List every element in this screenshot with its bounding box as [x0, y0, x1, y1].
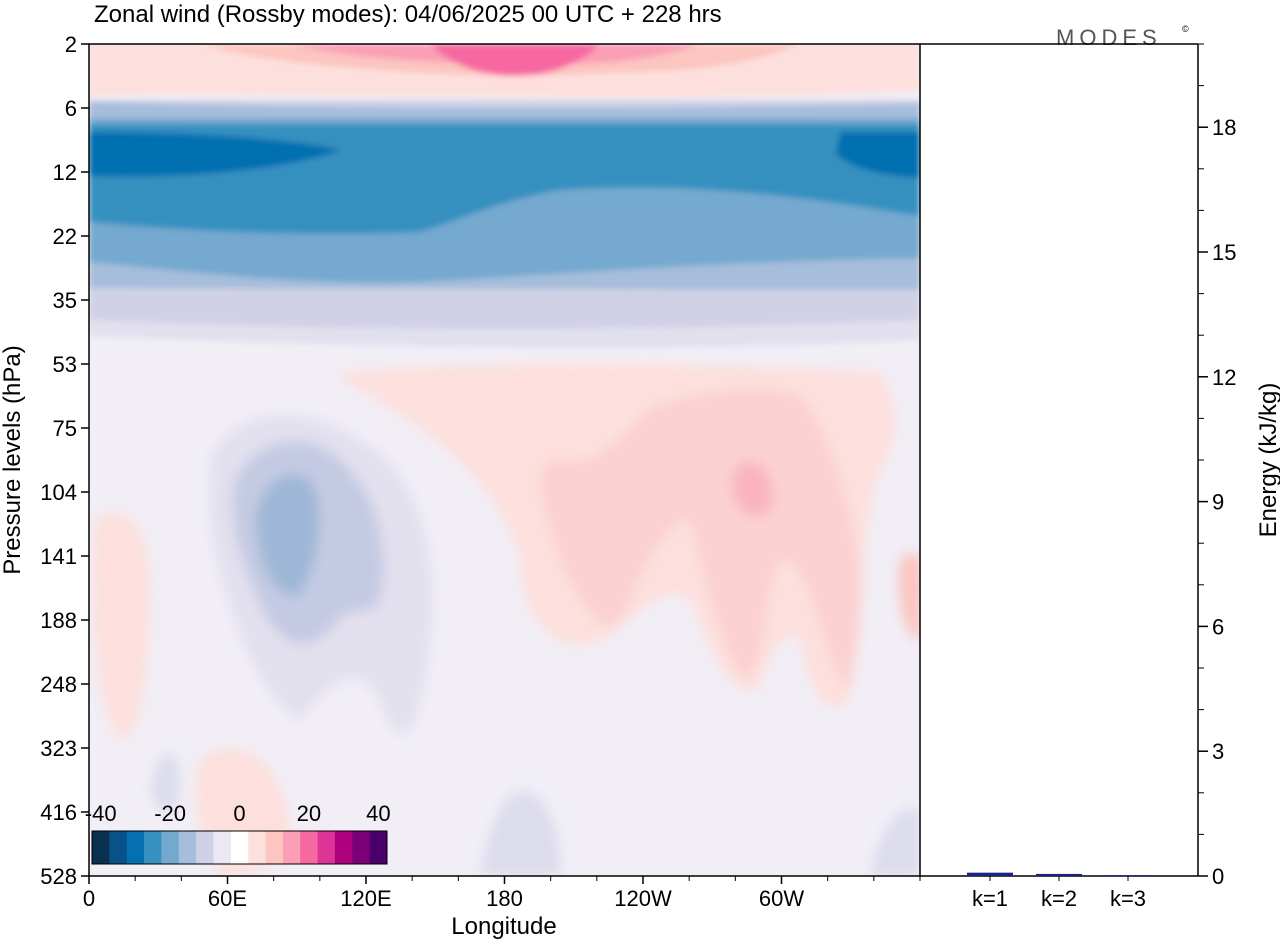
- y-tick-label: 75: [53, 416, 77, 441]
- energy-tick-label: 15: [1212, 240, 1236, 265]
- colorbar-swatch: [161, 831, 180, 864]
- x-tick-label: 60E: [208, 886, 247, 911]
- energy-tick-label: 0: [1212, 864, 1224, 889]
- y-tick-label: 104: [40, 480, 77, 505]
- energy-tick-label: 9: [1212, 490, 1224, 515]
- y-tick-label: 22: [53, 224, 77, 249]
- energy-bar: [1036, 873, 1082, 876]
- colorbar-swatch: [317, 831, 336, 864]
- colorbar-swatch: [334, 831, 353, 864]
- y-axis-label: Pressure levels (hPa): [0, 345, 26, 574]
- chart-title: Zonal wind (Rossby modes): 04/06/2025 00…: [94, 1, 722, 28]
- y-tick-label: 528: [40, 864, 77, 889]
- colorbar-tick-label: -20: [154, 801, 186, 826]
- y-tick-label: 35: [53, 288, 77, 313]
- colorbar-swatch: [196, 831, 214, 864]
- energy-tick-label: 12: [1212, 365, 1236, 390]
- y-tick-label: 416: [40, 800, 77, 825]
- brand-mark: ©: [1182, 24, 1189, 34]
- x-tick-label: 180: [486, 886, 523, 911]
- y-tick-label: 6: [65, 96, 77, 121]
- colorbar-swatch: [144, 831, 162, 864]
- x-tick-label: 60W: [759, 886, 804, 911]
- x-tick-label: 120E: [340, 886, 391, 911]
- y-tick-label: 323: [40, 736, 77, 761]
- colorbar-swatch: [300, 831, 319, 864]
- colorbar-swatch: [230, 831, 249, 864]
- y-tick-label: 2: [65, 32, 77, 57]
- colorbar-swatch: [92, 831, 110, 864]
- energy-bar: [1105, 875, 1151, 877]
- colorbar-swatch: [282, 831, 301, 864]
- colorbar-swatch: [248, 831, 267, 864]
- energy-tick-label: 6: [1212, 614, 1224, 639]
- colorbar-tick-label: 0: [233, 801, 245, 826]
- y-tick-label: 53: [53, 352, 77, 377]
- energy-axis-label: Energy (kJ/kg): [1255, 383, 1280, 538]
- y-tick-label: 188: [40, 608, 77, 633]
- colorbar-tick-label: 20: [297, 801, 321, 826]
- y-tick-label: 12: [53, 160, 77, 185]
- brand-logo: MODES: [1056, 25, 1162, 50]
- pressure-axis: 2 6 12 22 35 53 75 104 141 188 248 323 416 528: [40, 32, 89, 889]
- colorbar-swatch: [352, 831, 371, 864]
- colorbar: -40 -20 0 20 40: [85, 801, 391, 865]
- colorbar-swatch: [369, 831, 388, 864]
- y-tick-label: 141: [40, 544, 77, 569]
- energy-panel: 0 3 6 9 12 15 18 k=1 k=2 k=3 Energy (kJ/kg): [920, 43, 1280, 911]
- x-axis-label: Longitude: [451, 913, 556, 940]
- longitude-axis: 0 60E 120E 180 120W 60W: [83, 876, 921, 911]
- colorbar-swatch: [178, 831, 197, 864]
- energy-tick-label: 18: [1212, 115, 1236, 140]
- colorbar-swatch: [265, 831, 284, 864]
- colorbar-swatch: [126, 831, 145, 864]
- contour-field: [89, 44, 920, 876]
- energy-tick-label: 3: [1212, 739, 1224, 764]
- y-tick-label: 248: [40, 672, 77, 697]
- energy-category-label: k=1: [972, 886, 1008, 911]
- energy-bar: [967, 872, 1013, 876]
- energy-category-label: k=2: [1041, 886, 1077, 911]
- energy-category-label: k=3: [1110, 886, 1146, 911]
- x-tick-label: 120W: [614, 886, 672, 911]
- colorbar-swatch: [213, 831, 232, 864]
- colorbar-swatch: [109, 831, 128, 864]
- colorbar-tick-label: -40: [85, 801, 117, 826]
- colorbar-frame: [91, 830, 388, 865]
- x-tick-label: 0: [83, 886, 95, 911]
- colorbar-tick-label: 40: [366, 801, 390, 826]
